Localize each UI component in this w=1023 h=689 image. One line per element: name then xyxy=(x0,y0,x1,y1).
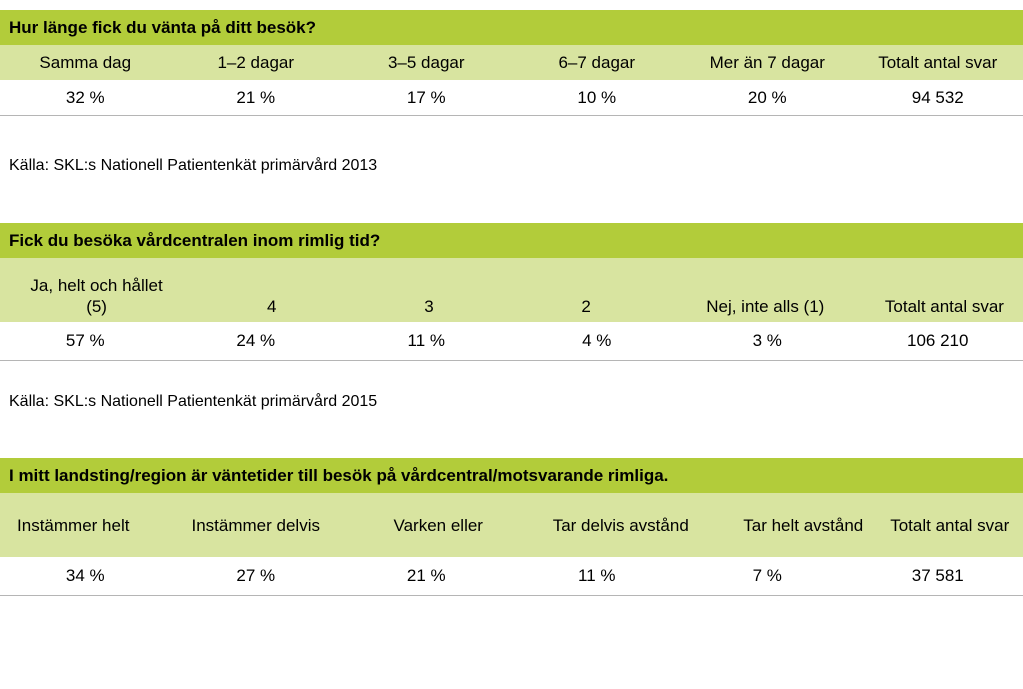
value-cell: 21 % xyxy=(406,566,446,585)
header-cell: Totalt antal svar xyxy=(884,297,1004,316)
header-cell: Samma dag xyxy=(39,53,132,72)
header-cell: 4 xyxy=(267,297,277,316)
header-cell: Totalt antal svar xyxy=(878,53,998,72)
header-cell: Varken eller xyxy=(393,515,483,535)
header-cell: Tar helt avstånd xyxy=(743,515,864,535)
table-header-row: Ja, helt och hållet (5) 4 3 2 Nej, inte … xyxy=(0,258,1023,322)
source-note: Källa: SKL:s Nationell Patientenkät prim… xyxy=(9,157,378,174)
value-cell: 106 210 xyxy=(907,331,969,350)
value-cell: 10 % xyxy=(577,87,617,107)
table-title: Fick du besöka vårdcentralen inom rimlig… xyxy=(0,223,1023,258)
header-cell: Tar delvis avstånd xyxy=(552,515,689,535)
value-cell: 34 % xyxy=(65,566,105,585)
value-cell: 37 581 xyxy=(911,566,964,585)
value-cell: 27 % xyxy=(236,566,276,585)
table-header-row: Samma dag 1–2 dagar 3–5 dagar 6–7 dagar … xyxy=(0,45,1023,80)
table-title: I mitt landsting/region är väntetider ti… xyxy=(0,458,1023,493)
reasonable-time-table: Fick du besöka vårdcentralen inom rimlig… xyxy=(0,223,1023,361)
value-cell: 4 % xyxy=(582,331,612,350)
value-cell: 20 % xyxy=(747,87,787,107)
value-cell: 7 % xyxy=(752,566,782,585)
value-cell: 11 % xyxy=(407,331,446,350)
value-cell: 21 % xyxy=(236,87,276,107)
header-cell: 2 xyxy=(581,297,591,316)
header-cell: Instämmer delvis xyxy=(191,515,320,535)
table-row: 32 % 21 % 17 % 10 % 20 % 94 532 xyxy=(0,80,1023,116)
table-header-row: Instämmer helt Instämmer delvis Varken e… xyxy=(0,493,1023,557)
region-wait-table: I mitt landsting/region är väntetider ti… xyxy=(0,458,1023,596)
value-cell: 57 % xyxy=(65,331,105,350)
header-cell: Instämmer helt xyxy=(17,515,130,535)
table-row: 34 % 27 % 21 % 11 % 7 % 37 581 xyxy=(0,557,1023,596)
value-cell: 94 532 xyxy=(911,87,964,107)
header-cell: Totalt antal svar xyxy=(890,515,1010,535)
header-cell: 3 xyxy=(424,297,434,316)
header-cell: 1–2 dagar xyxy=(217,53,295,72)
value-cell: 24 % xyxy=(236,331,276,350)
table-row: 57 % 24 % 11 % 4 % 3 % 106 210 xyxy=(0,322,1023,361)
wait-time-table: Hur länge fick du vänta på ditt besök? S… xyxy=(0,10,1023,116)
header-cell: Ja, helt och hållet (5) xyxy=(30,276,163,316)
header-cell: 3–5 dagar xyxy=(387,53,465,72)
table-title: Hur länge fick du vänta på ditt besök? xyxy=(0,10,1023,45)
header-cell: Nej, inte alls (1) xyxy=(706,297,825,316)
value-cell: 32 % xyxy=(65,87,105,107)
header-cell: Mer än 7 dagar xyxy=(709,53,825,72)
value-cell: 3 % xyxy=(752,331,782,350)
value-cell: 11 % xyxy=(578,566,616,585)
source-note: Källa: SKL:s Nationell Patientenkät prim… xyxy=(9,393,378,410)
header-cell: 6–7 dagar xyxy=(558,53,636,72)
value-cell: 17 % xyxy=(406,87,446,107)
